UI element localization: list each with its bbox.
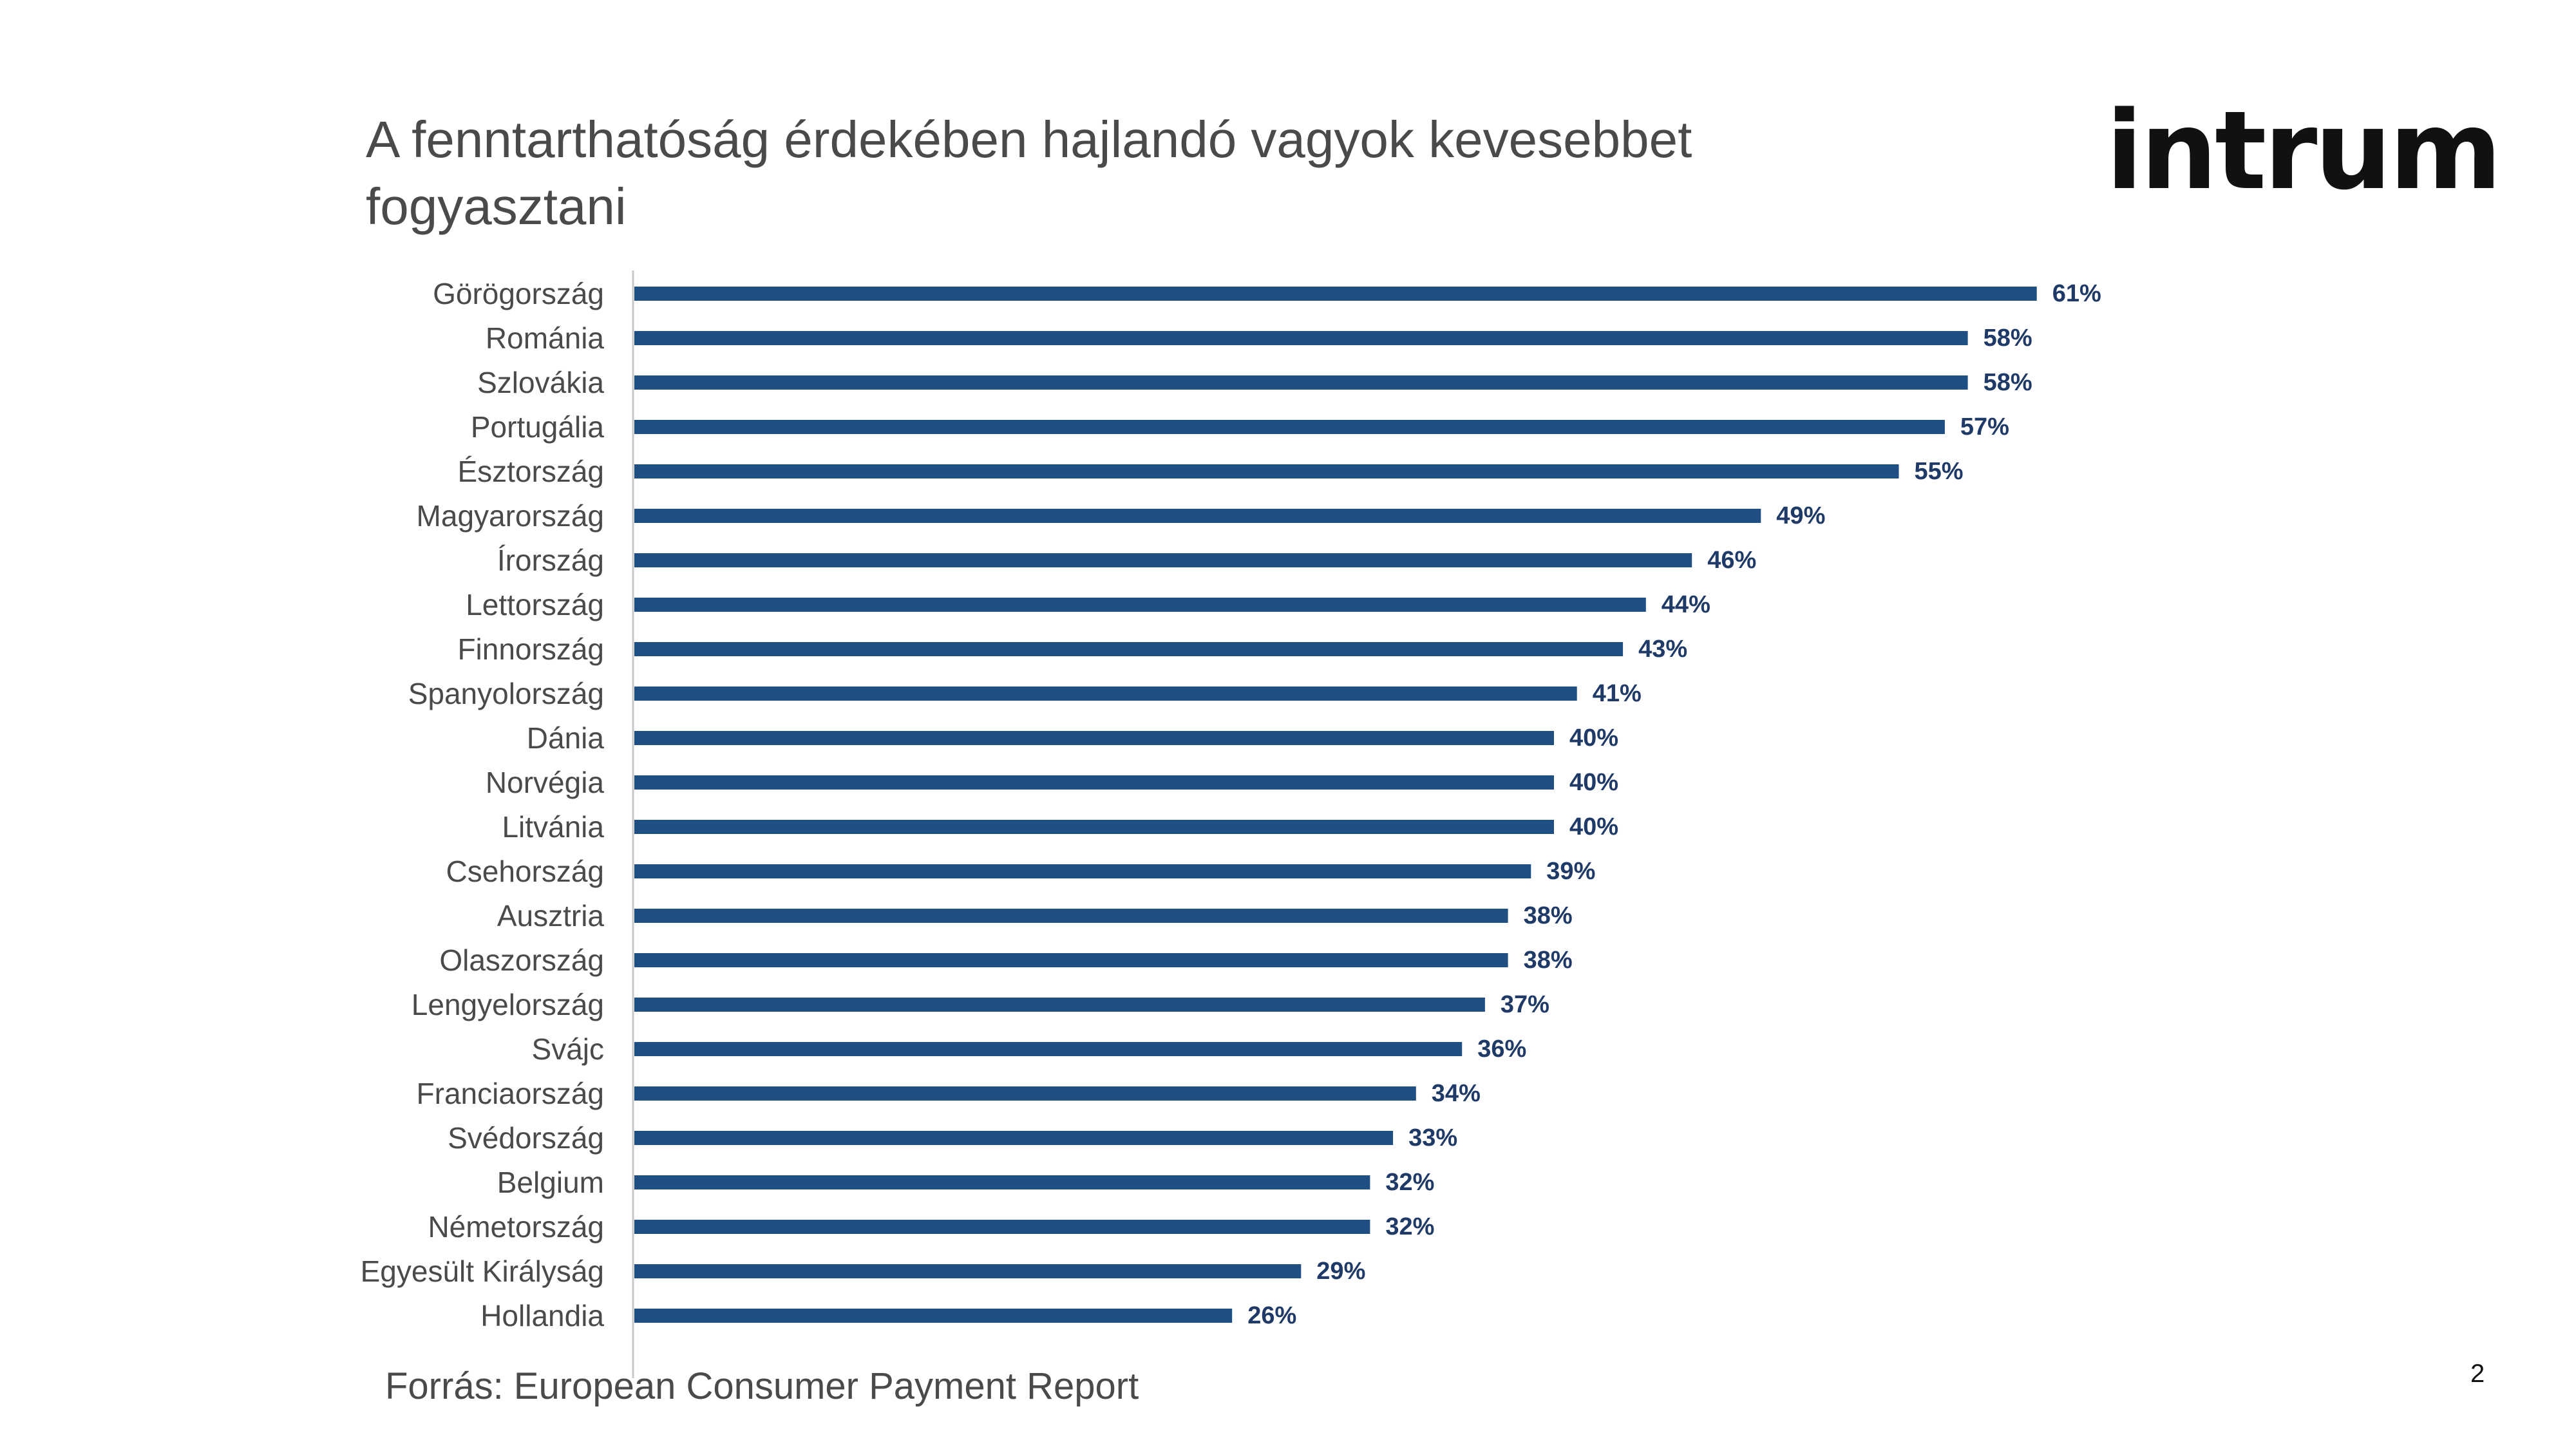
data-label: 58% — [1984, 369, 2032, 396]
bar — [634, 687, 1577, 701]
category-label: Svájc — [532, 1032, 604, 1066]
data-label: 40% — [1569, 769, 1618, 796]
data-label: 58% — [1984, 325, 2032, 352]
category-label: Lettország — [466, 588, 604, 621]
category-label: Hollandia — [480, 1299, 604, 1332]
bar — [634, 1086, 1416, 1101]
category-label: Egyesült Királyság — [361, 1255, 604, 1288]
bar — [634, 1175, 1370, 1189]
bar — [634, 1264, 1302, 1278]
data-label: 44% — [1662, 591, 1710, 618]
data-label: 40% — [1569, 724, 1618, 752]
data-label: 32% — [1385, 1213, 1434, 1240]
category-label: Románia — [486, 321, 605, 355]
data-label: 39% — [1546, 858, 1595, 885]
category-label: Belgium — [497, 1166, 604, 1199]
bar — [634, 331, 1968, 345]
bar — [634, 553, 1692, 567]
data-label: 34% — [1432, 1080, 1481, 1107]
bar — [634, 464, 1899, 478]
data-label: 57% — [1960, 413, 2009, 440]
category-label: Írország — [497, 544, 604, 577]
category-label: Finnország — [457, 632, 604, 666]
data-label: 26% — [1247, 1302, 1296, 1329]
data-label: 36% — [1477, 1036, 1526, 1063]
category-label: Dánia — [527, 721, 605, 755]
category-label: Spanyolország — [408, 677, 604, 710]
data-label: 29% — [1316, 1258, 1365, 1285]
data-label: 49% — [1776, 502, 1825, 529]
data-label: 33% — [1408, 1124, 1457, 1151]
category-labels: Görögország Románia Szlovákia Portugália Ész… — [361, 277, 605, 1332]
bar — [634, 909, 1508, 923]
data-label: 43% — [1638, 636, 1687, 663]
page-number: 2 — [2470, 1359, 2485, 1388]
category-label: Litvánia — [502, 810, 604, 844]
chart-title: A fenntarthatóság érdekében hajlandó vag… — [366, 111, 1692, 235]
bar — [634, 287, 2037, 301]
bar — [634, 509, 1761, 523]
data-label: 41% — [1593, 680, 1642, 707]
category-label: Németország — [428, 1210, 604, 1244]
intrum-logo: intrum — [2106, 88, 2502, 214]
bar — [634, 731, 1554, 745]
data-label: 38% — [1524, 947, 1573, 974]
data-label: 32% — [1385, 1169, 1434, 1196]
bar — [634, 642, 1624, 656]
category-label: Magyarország — [417, 499, 604, 533]
bar — [634, 1309, 1233, 1323]
bars — [634, 287, 2037, 1323]
bar — [634, 375, 1968, 390]
data-label: 40% — [1569, 813, 1618, 840]
bar — [634, 775, 1554, 790]
data-label: 38% — [1524, 902, 1573, 929]
source-note: Forrás: European Consumer Payment Report — [385, 1365, 1139, 1407]
bar — [634, 598, 1646, 612]
category-label: Ausztria — [497, 899, 605, 933]
bar — [634, 1220, 1370, 1234]
data-label: 61% — [2052, 280, 2101, 307]
bar — [634, 953, 1508, 967]
category-label: Lengyelország — [412, 988, 604, 1021]
bar — [634, 420, 1945, 434]
category-label: Svédország — [448, 1121, 604, 1155]
category-label: Portugália — [471, 410, 605, 444]
data-label: 37% — [1501, 991, 1549, 1018]
category-label: Csehország — [446, 855, 604, 888]
bar — [634, 820, 1554, 834]
bar — [634, 864, 1531, 878]
bar — [634, 1131, 1394, 1145]
category-label: Szlovákia — [477, 366, 604, 399]
data-label: 55% — [1915, 458, 1964, 485]
bar — [634, 1042, 1463, 1056]
category-label: Görögország — [433, 277, 604, 310]
category-label: Norvégia — [486, 766, 605, 799]
value-labels: 61% 58% 58% 57% 55% 49% 46% 44% 43% 41% 40% 40% 40% 3… — [1247, 280, 2101, 1329]
category-label: Észtország — [457, 455, 604, 488]
category-label: Franciaország — [417, 1077, 604, 1110]
category-label: Olaszország — [439, 943, 604, 977]
data-label: 46% — [1707, 547, 1756, 574]
bar — [634, 998, 1485, 1012]
